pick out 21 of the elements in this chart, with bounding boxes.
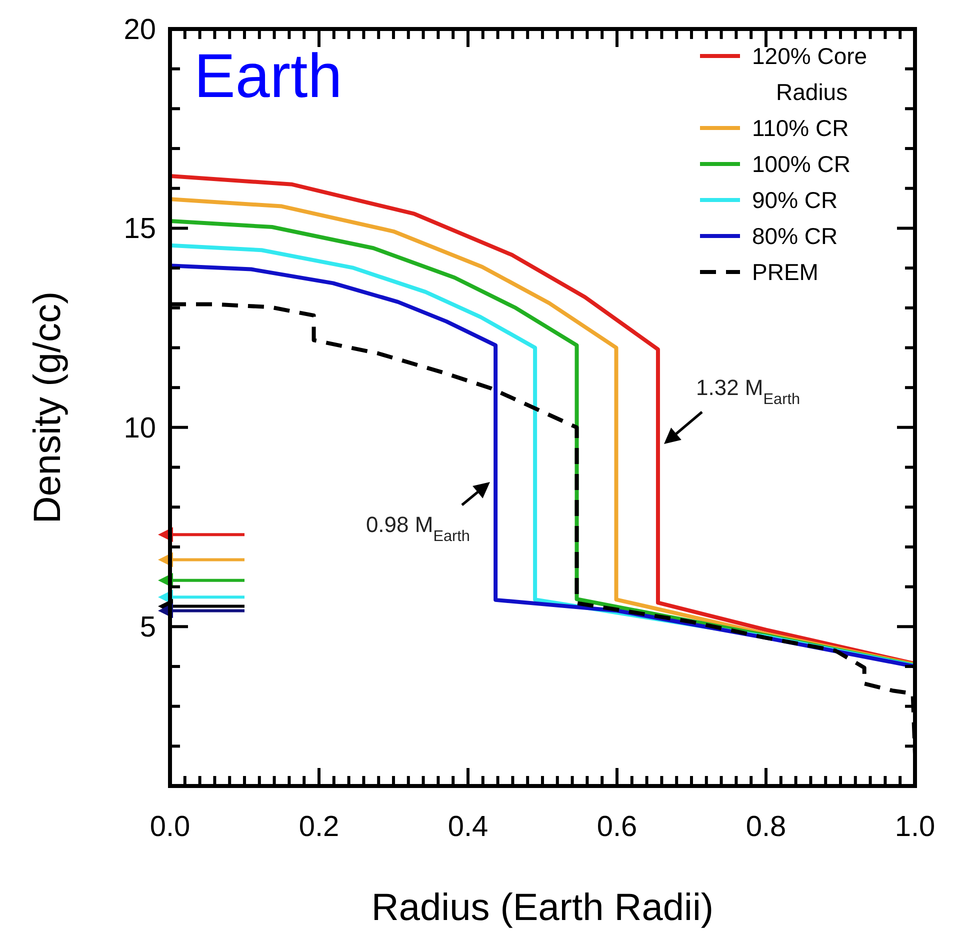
y-tick-label: 20: [124, 14, 156, 46]
x-tick-label: 0.8: [746, 811, 786, 843]
x-axis-title: Radius (Earth Radii): [371, 887, 714, 929]
y-axis-title: Density (g/cc): [27, 291, 69, 524]
chart-title: Earth: [194, 42, 342, 111]
y-tick-label: 10: [124, 412, 156, 444]
annotation: 1.32 M$_{Earth}$: [696, 375, 800, 408]
x-tick-label: 0.2: [298, 811, 340, 843]
y-tick-label: 5: [140, 612, 156, 644]
legend-label: 110% CR: [752, 115, 849, 141]
annotation: 0.98 M$_{Earth}$: [366, 512, 470, 544]
legend-label: PREM: [752, 259, 818, 285]
x-tick-label: 0.4: [448, 811, 488, 843]
x-tick-label: 0.0: [150, 811, 190, 843]
legend-label: 120% Core Radius: [752, 43, 868, 105]
legend-label: 90% CR: [752, 187, 838, 213]
x-tick-label: 1.0: [894, 811, 936, 843]
x-tick-label: 0.6: [596, 811, 638, 843]
legend-label: 100% CR: [752, 151, 850, 177]
legend-label: 80% CR: [752, 223, 838, 249]
y-tick-label: 15: [124, 213, 156, 246]
